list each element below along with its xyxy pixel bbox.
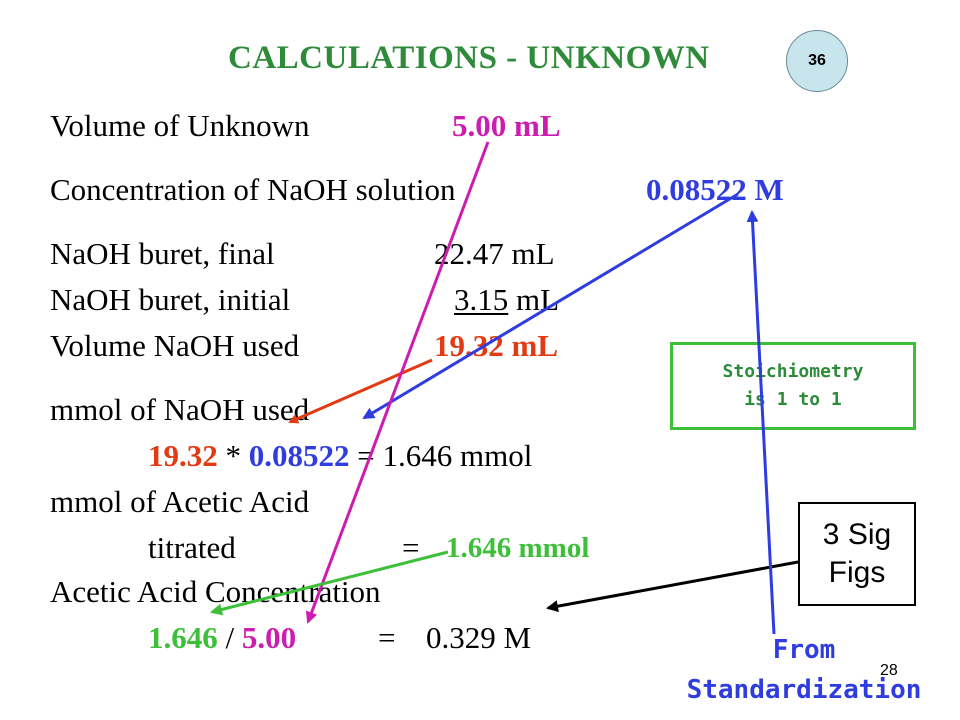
buret-initial-num: 3.15 bbox=[454, 282, 509, 317]
naoh-conc-label: Concentration of NaOH solution bbox=[50, 172, 456, 207]
from-standardization-note: From Standardization bbox=[664, 630, 944, 710]
arrow-standardization-to-conc bbox=[746, 210, 776, 635]
arrow-sigfigs-to-result bbox=[546, 560, 799, 613]
page-number: 28 bbox=[880, 662, 898, 679]
mmol-calc-a: 19.32 bbox=[148, 438, 218, 473]
mmol-calc: 19.32 * 0.08522 = 1.646 mmol bbox=[148, 438, 532, 474]
buret-initial-label: NaOH buret, initial bbox=[50, 282, 291, 317]
vol-used-label: Volume NaOH used bbox=[50, 328, 300, 363]
mmol-naoh-label: mmol of NaOH used bbox=[50, 392, 310, 427]
final-calc-b: 5.00 bbox=[241, 620, 297, 655]
arrow-vol-used-to-calc bbox=[288, 358, 433, 424]
mmol-calc-result: = 1.646 mmol bbox=[357, 438, 533, 473]
sig-figs-line1: 3 Sig bbox=[822, 518, 892, 551]
titrated-value: 1.646 mmol bbox=[446, 532, 590, 564]
stoichiometry-line2: is 1 to 1 bbox=[744, 389, 842, 410]
slide-badge: 36 bbox=[786, 30, 848, 92]
mmol-calc-op: * bbox=[225, 438, 242, 473]
vol-unknown-value: 5.00 mL bbox=[452, 108, 561, 143]
stoichiometry-note: Stoichiometry is 1 to 1 bbox=[670, 342, 916, 430]
naoh-conc-value: 0.08522 M bbox=[646, 172, 784, 207]
titrated-label: titrated bbox=[148, 530, 236, 565]
slide-title: CALCULATIONS - UNKNOWN bbox=[228, 40, 710, 76]
titrated-eq: = bbox=[402, 530, 420, 565]
vol-used-value: 19.32 mL bbox=[434, 328, 558, 363]
arrow-volume-to-final bbox=[305, 141, 490, 624]
buret-final-value: 22.47 mL bbox=[434, 236, 555, 271]
from-line2: Standardization bbox=[686, 675, 922, 705]
acetic-conc-label: Acetic Acid Concentration bbox=[50, 574, 381, 609]
final-calc-op: / bbox=[225, 620, 235, 655]
final-calc: 1.646 / 5.00 bbox=[148, 620, 296, 656]
final-eq: = bbox=[378, 620, 396, 655]
vol-unknown-label: Volume of Unknown bbox=[50, 108, 310, 143]
final-result: 0.329 M bbox=[426, 620, 532, 655]
from-line1: From bbox=[772, 635, 836, 665]
buret-final-label: NaOH buret, final bbox=[50, 236, 275, 271]
mmol-calc-b: 0.08522 bbox=[248, 438, 350, 473]
arrow-conc-to-calc bbox=[362, 192, 739, 420]
mmol-acetic-label: mmol of Acetic Acid bbox=[50, 484, 310, 519]
stoichiometry-line1: Stoichiometry bbox=[722, 361, 864, 382]
buret-initial-unit: mL bbox=[516, 282, 560, 317]
sig-figs-note: 3 Sig Figs bbox=[798, 502, 916, 606]
arrow-mmol-to-final bbox=[210, 550, 449, 616]
buret-initial-value: 3.15 mL bbox=[434, 282, 559, 318]
sig-figs-line2: Figs bbox=[828, 556, 886, 589]
final-calc-a: 1.646 bbox=[148, 620, 218, 655]
